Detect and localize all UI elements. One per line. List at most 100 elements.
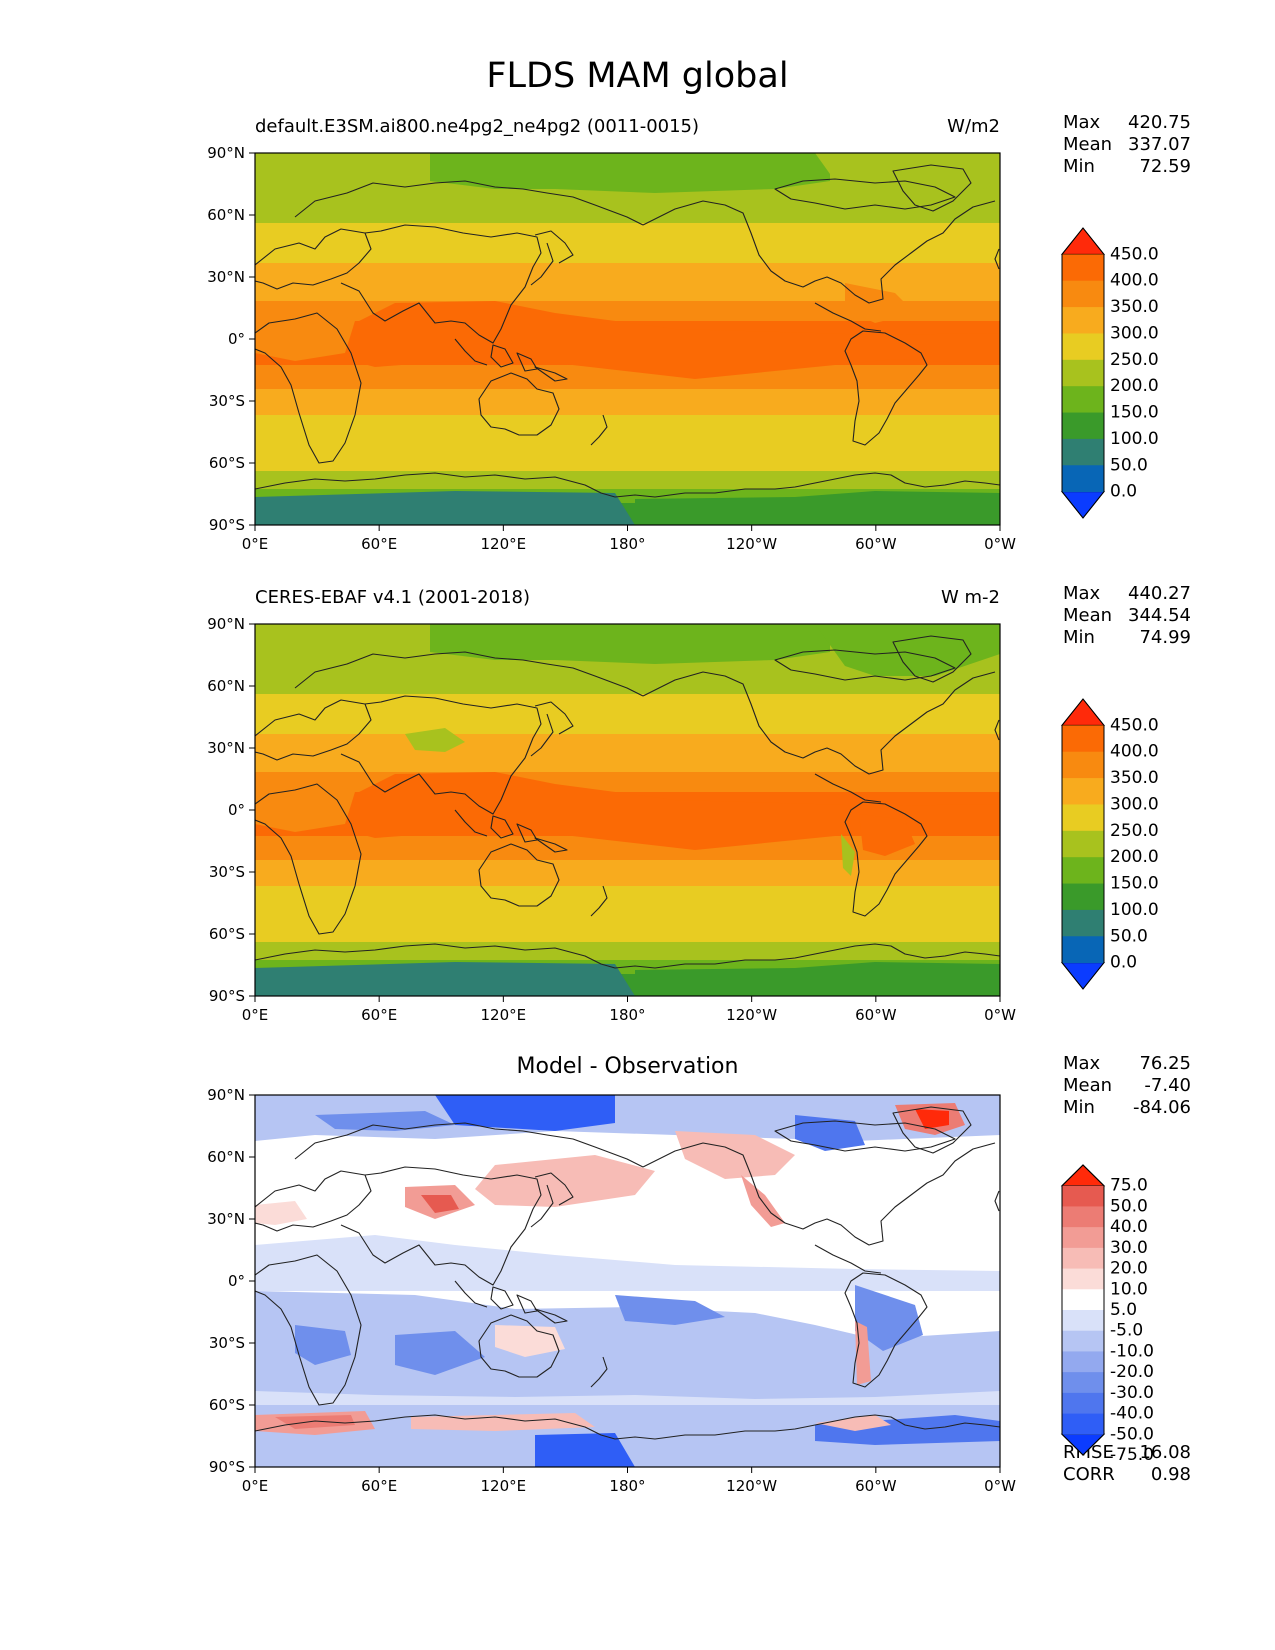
panel3-title: Model - Observation <box>516 1054 739 1079</box>
stat-value: 74.99 <box>1139 627 1191 648</box>
colorbar-segment <box>1062 936 1104 964</box>
colorbar-tick-label: 250.0 <box>1110 350 1159 370</box>
contour-region <box>395 1331 485 1375</box>
contour-region <box>421 1195 459 1213</box>
contour-region <box>845 283 915 323</box>
x-tick-label: 60°W <box>855 1006 897 1024</box>
contour-region <box>255 303 355 361</box>
colorbar-segment <box>1062 333 1104 361</box>
y-tick-label: 90°N <box>207 1086 245 1104</box>
colorbar-segment <box>1062 1372 1104 1394</box>
contour-region <box>815 153 1000 205</box>
colorbar-segment <box>1062 725 1104 753</box>
colorbar-tick-label: 350.0 <box>1110 297 1159 317</box>
colorbar-tick-label: 400.0 <box>1110 742 1159 762</box>
y-tick-label: 30°N <box>207 1210 245 1228</box>
colorbar-segment <box>1062 412 1104 440</box>
contour-region <box>255 491 635 525</box>
stat-value: 72.59 <box>1139 156 1191 177</box>
colorbar-tick-label: 5.0 <box>1110 1300 1137 1320</box>
colorbar-tick-label: 10.0 <box>1110 1279 1148 1299</box>
colorbar-segment <box>1062 1247 1104 1269</box>
metric-label: CORR <box>1063 1464 1115 1485</box>
panel3-stats: Max 76.25 Mean -7.40 Min -84.06 <box>1063 1053 1191 1119</box>
colorbar-segment <box>1062 751 1104 779</box>
contour-region <box>741 1175 785 1227</box>
x-tick-label: 180° <box>609 535 645 553</box>
panel3-metrics: RMSE 16.08 CORR 0.98 <box>1063 1442 1191 1486</box>
y-tick-label: 30°N <box>207 268 245 286</box>
x-tick-label: 0°W <box>984 535 1016 553</box>
x-tick-label: 120°W <box>726 1006 777 1024</box>
y-tick-label: 60°S <box>209 925 245 943</box>
y-tick-label: 90°N <box>207 144 245 162</box>
colorbar-tick-label: -50.0 <box>1110 1424 1154 1444</box>
stat-label: Min <box>1063 1097 1095 1118</box>
x-tick-label: 120°W <box>726 535 777 553</box>
stat-value: 337.07 <box>1128 134 1191 155</box>
contour-region <box>859 814 915 856</box>
colorbar-segment <box>1062 1392 1104 1414</box>
colorbar-extend-min <box>1060 491 1106 519</box>
colorbar-outline <box>1061 227 1105 519</box>
colorbar-tick-label: 250.0 <box>1110 821 1159 841</box>
colorbar-tick-label: 150.0 <box>1110 403 1159 423</box>
y-tick-label: 30°S <box>209 863 245 881</box>
colorbar-segment <box>1062 438 1104 466</box>
colorbar-segment <box>1062 465 1104 493</box>
metric-value: 16.08 <box>1139 1442 1191 1463</box>
y-tick-label: 0° <box>228 1272 245 1290</box>
contour-region <box>841 834 855 876</box>
colorbar-segment <box>1062 307 1104 334</box>
contour-region <box>435 1095 615 1131</box>
colorbar-segment <box>1062 830 1104 858</box>
contour-region <box>795 1115 865 1151</box>
contour-region <box>335 301 1000 379</box>
colorbar-tick-label: 0.0 <box>1110 482 1137 502</box>
panel1-title-left: default.E3SM.ai800.ne4pg2_ne4pg2 (0011-0… <box>255 116 700 137</box>
x-tick-label: 60°E <box>361 535 397 553</box>
colorbar-tick-label: 50.0 <box>1110 1196 1148 1216</box>
contour-band <box>255 223 1000 264</box>
colorbar-extend-min <box>1060 962 1106 990</box>
x-tick-label: 60°W <box>855 1477 897 1495</box>
colorbar-extend-max <box>1060 227 1106 255</box>
colorbar-extend-min <box>1060 1433 1106 1456</box>
x-tick-label: 60°E <box>361 1477 397 1495</box>
colorbar-tick-label: 200.0 <box>1110 376 1159 396</box>
contour-band <box>255 415 1000 450</box>
colorbar-tick-label: -30.0 <box>1110 1383 1154 1403</box>
colorbar-segment <box>1062 280 1104 308</box>
contour-band <box>255 886 1000 921</box>
contour-region <box>295 1325 351 1365</box>
y-tick-label: 90°S <box>209 1458 245 1476</box>
colorbar-segment <box>1062 1227 1104 1249</box>
x-tick-label: 180° <box>609 1006 645 1024</box>
colorbar-outline <box>1061 1164 1105 1456</box>
y-tick-label: 30°S <box>209 392 245 410</box>
map-field-2 <box>255 624 1000 996</box>
contour-region <box>255 1201 307 1225</box>
y-tick-label: 90°S <box>209 516 245 534</box>
contour-region <box>275 1415 355 1429</box>
metric-value: 0.98 <box>1150 1464 1191 1485</box>
contour-region <box>855 1285 923 1351</box>
stat-label: Min <box>1063 627 1095 648</box>
colorbar-tick-label: 20.0 <box>1110 1259 1148 1279</box>
figure-title: FLDS MAM global <box>486 56 789 96</box>
y-tick-label: 60°N <box>207 1148 245 1166</box>
stat-label: Mean <box>1063 1075 1113 1096</box>
colorbar-segment <box>1062 386 1104 413</box>
x-tick-label: 120°E <box>481 535 527 553</box>
contour-region <box>815 624 1000 676</box>
stat-label: Mean <box>1063 134 1113 155</box>
colorbar-segment <box>1062 1185 1104 1207</box>
map-field-1 <box>255 153 1000 525</box>
colorbar-tick-label: 150.0 <box>1110 874 1159 894</box>
colorbar-segment <box>1062 359 1104 387</box>
stat-value: -84.06 <box>1132 1097 1191 1118</box>
x-tick-label: 120°E <box>481 1477 527 1495</box>
y-tick-label: 60°S <box>209 1396 245 1414</box>
x-tick-label: 60°W <box>855 535 897 553</box>
colorbar-tick-label: 350.0 <box>1110 768 1159 788</box>
